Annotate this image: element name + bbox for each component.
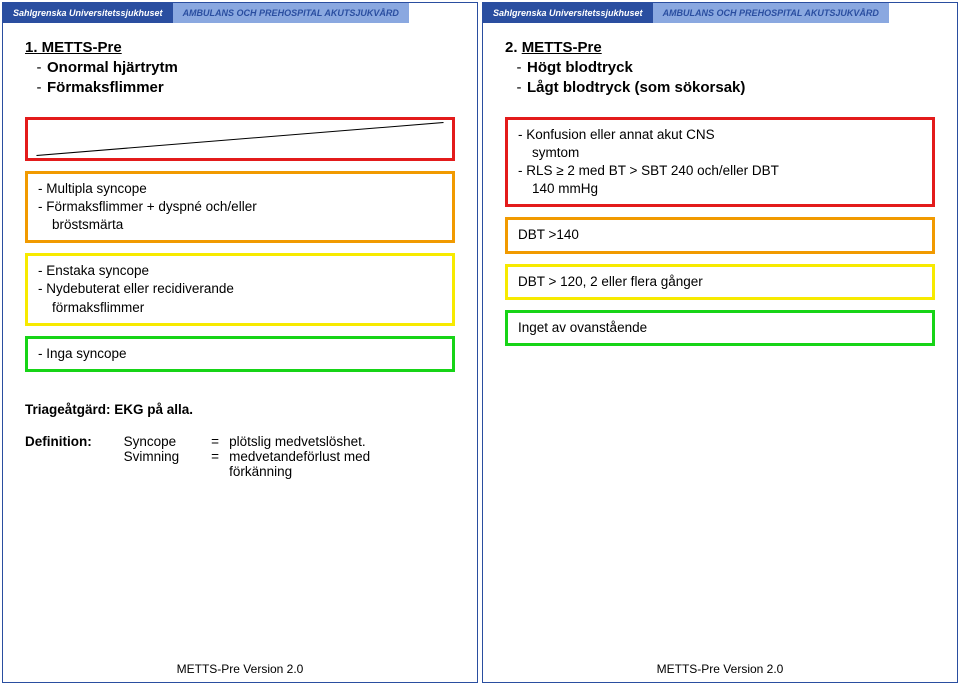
def-r2b: medvetandeförlust med förkänning: [229, 449, 429, 479]
def-label: Definition:: [25, 434, 118, 449]
orange-box-left: Multipla syncope Förmaksflimmer + dyspné…: [25, 171, 455, 244]
red-l1b: symtom: [518, 145, 579, 160]
left-title-num: 1.: [25, 39, 38, 56]
right-title: 2. METTS-Pre: [505, 39, 935, 56]
right-title-text: METTS-Pre: [522, 39, 602, 56]
right-sub2: -Lågt blodtryck (som sökorsak): [511, 78, 935, 98]
orange-l1: Multipla syncope: [38, 180, 442, 198]
right-card: Sahlgrenska Universitetssjukhuset AMBULA…: [482, 2, 958, 683]
left-sub1: -Onormal hjärtrytm: [31, 58, 455, 78]
orange-l2b: bröstsmärta: [38, 217, 123, 232]
strike-icon: [28, 120, 452, 158]
header-dept: AMBULANS OCH PREHOSPITAL AKUTSJUKVÅRD: [173, 3, 409, 23]
def-r1a: Syncope: [124, 434, 205, 449]
yellow-r: DBT > 120, 2 eller flera gånger: [518, 274, 703, 289]
yellow-l2b: förmaksflimmer: [38, 300, 144, 315]
right-body: 2. METTS-Pre -Högt blodtryck -Lågt blodt…: [483, 23, 957, 658]
red-l1: Konfusion eller annat akut CNS: [518, 126, 922, 144]
red-box-left: [25, 117, 455, 161]
left-title: 1. METTS-Pre: [25, 39, 455, 56]
orange-r: DBT >140: [518, 227, 579, 242]
header-org-r: Sahlgrenska Universitetssjukhuset: [483, 3, 653, 23]
green-r: Inget av ovanstående: [518, 320, 647, 335]
green-box-left: Inga syncope: [25, 336, 455, 372]
definition-block: Triageåtgärd: EKG på alla. Definition: S…: [25, 400, 455, 479]
left-title-text: METTS-Pre: [38, 39, 122, 56]
footer-right: METTS-Pre Version 2.0: [483, 658, 957, 682]
red-l2: RLS ≥ 2 med BT > SBT 240 och/eller DBT: [518, 162, 922, 180]
header-bar: Sahlgrenska Universitetssjukhuset AMBULA…: [3, 3, 477, 23]
right-sub1: -Högt blodtryck: [511, 58, 935, 78]
green-box-right: Inget av ovanstående: [505, 310, 935, 346]
def-r2a: Svimning: [124, 449, 205, 479]
yellow-l1: Enstaka syncope: [38, 262, 442, 280]
red-box-right: Konfusion eller annat akut CNS symtom RL…: [505, 117, 935, 208]
green-l1: Inga syncope: [38, 345, 442, 363]
yellow-box-left: Enstaka syncope Nydebuterat eller recidi…: [25, 253, 455, 326]
right-title-num: 2.: [505, 39, 518, 56]
def-r1b: plötslig medvetslöshet.: [229, 434, 455, 449]
orange-box-right: DBT >140: [505, 217, 935, 253]
left-body: 1. METTS-Pre -Onormal hjärtrytm -Förmaks…: [3, 23, 477, 658]
definition-table: Definition: Syncope = plötslig medvetslö…: [25, 434, 455, 479]
triage-text: Triageåtgärd: EKG på alla.: [25, 402, 193, 417]
footer-left: METTS-Pre Version 2.0: [3, 658, 477, 682]
red-l2b: 140 mmHg: [518, 181, 598, 196]
header-bar-right: Sahlgrenska Universitetssjukhuset AMBULA…: [483, 3, 957, 23]
header-dept-r: AMBULANS OCH PREHOSPITAL AKUTSJUKVÅRD: [653, 3, 889, 23]
orange-l2: Förmaksflimmer + dyspné och/eller: [38, 198, 442, 216]
header-org: Sahlgrenska Universitetssjukhuset: [3, 3, 173, 23]
left-sub2: -Förmaksflimmer: [31, 78, 455, 98]
left-card: Sahlgrenska Universitetssjukhuset AMBULA…: [2, 2, 478, 683]
yellow-box-right: DBT > 120, 2 eller flera gånger: [505, 264, 935, 300]
yellow-l2: Nydebuterat eller recidiverande: [38, 280, 442, 298]
